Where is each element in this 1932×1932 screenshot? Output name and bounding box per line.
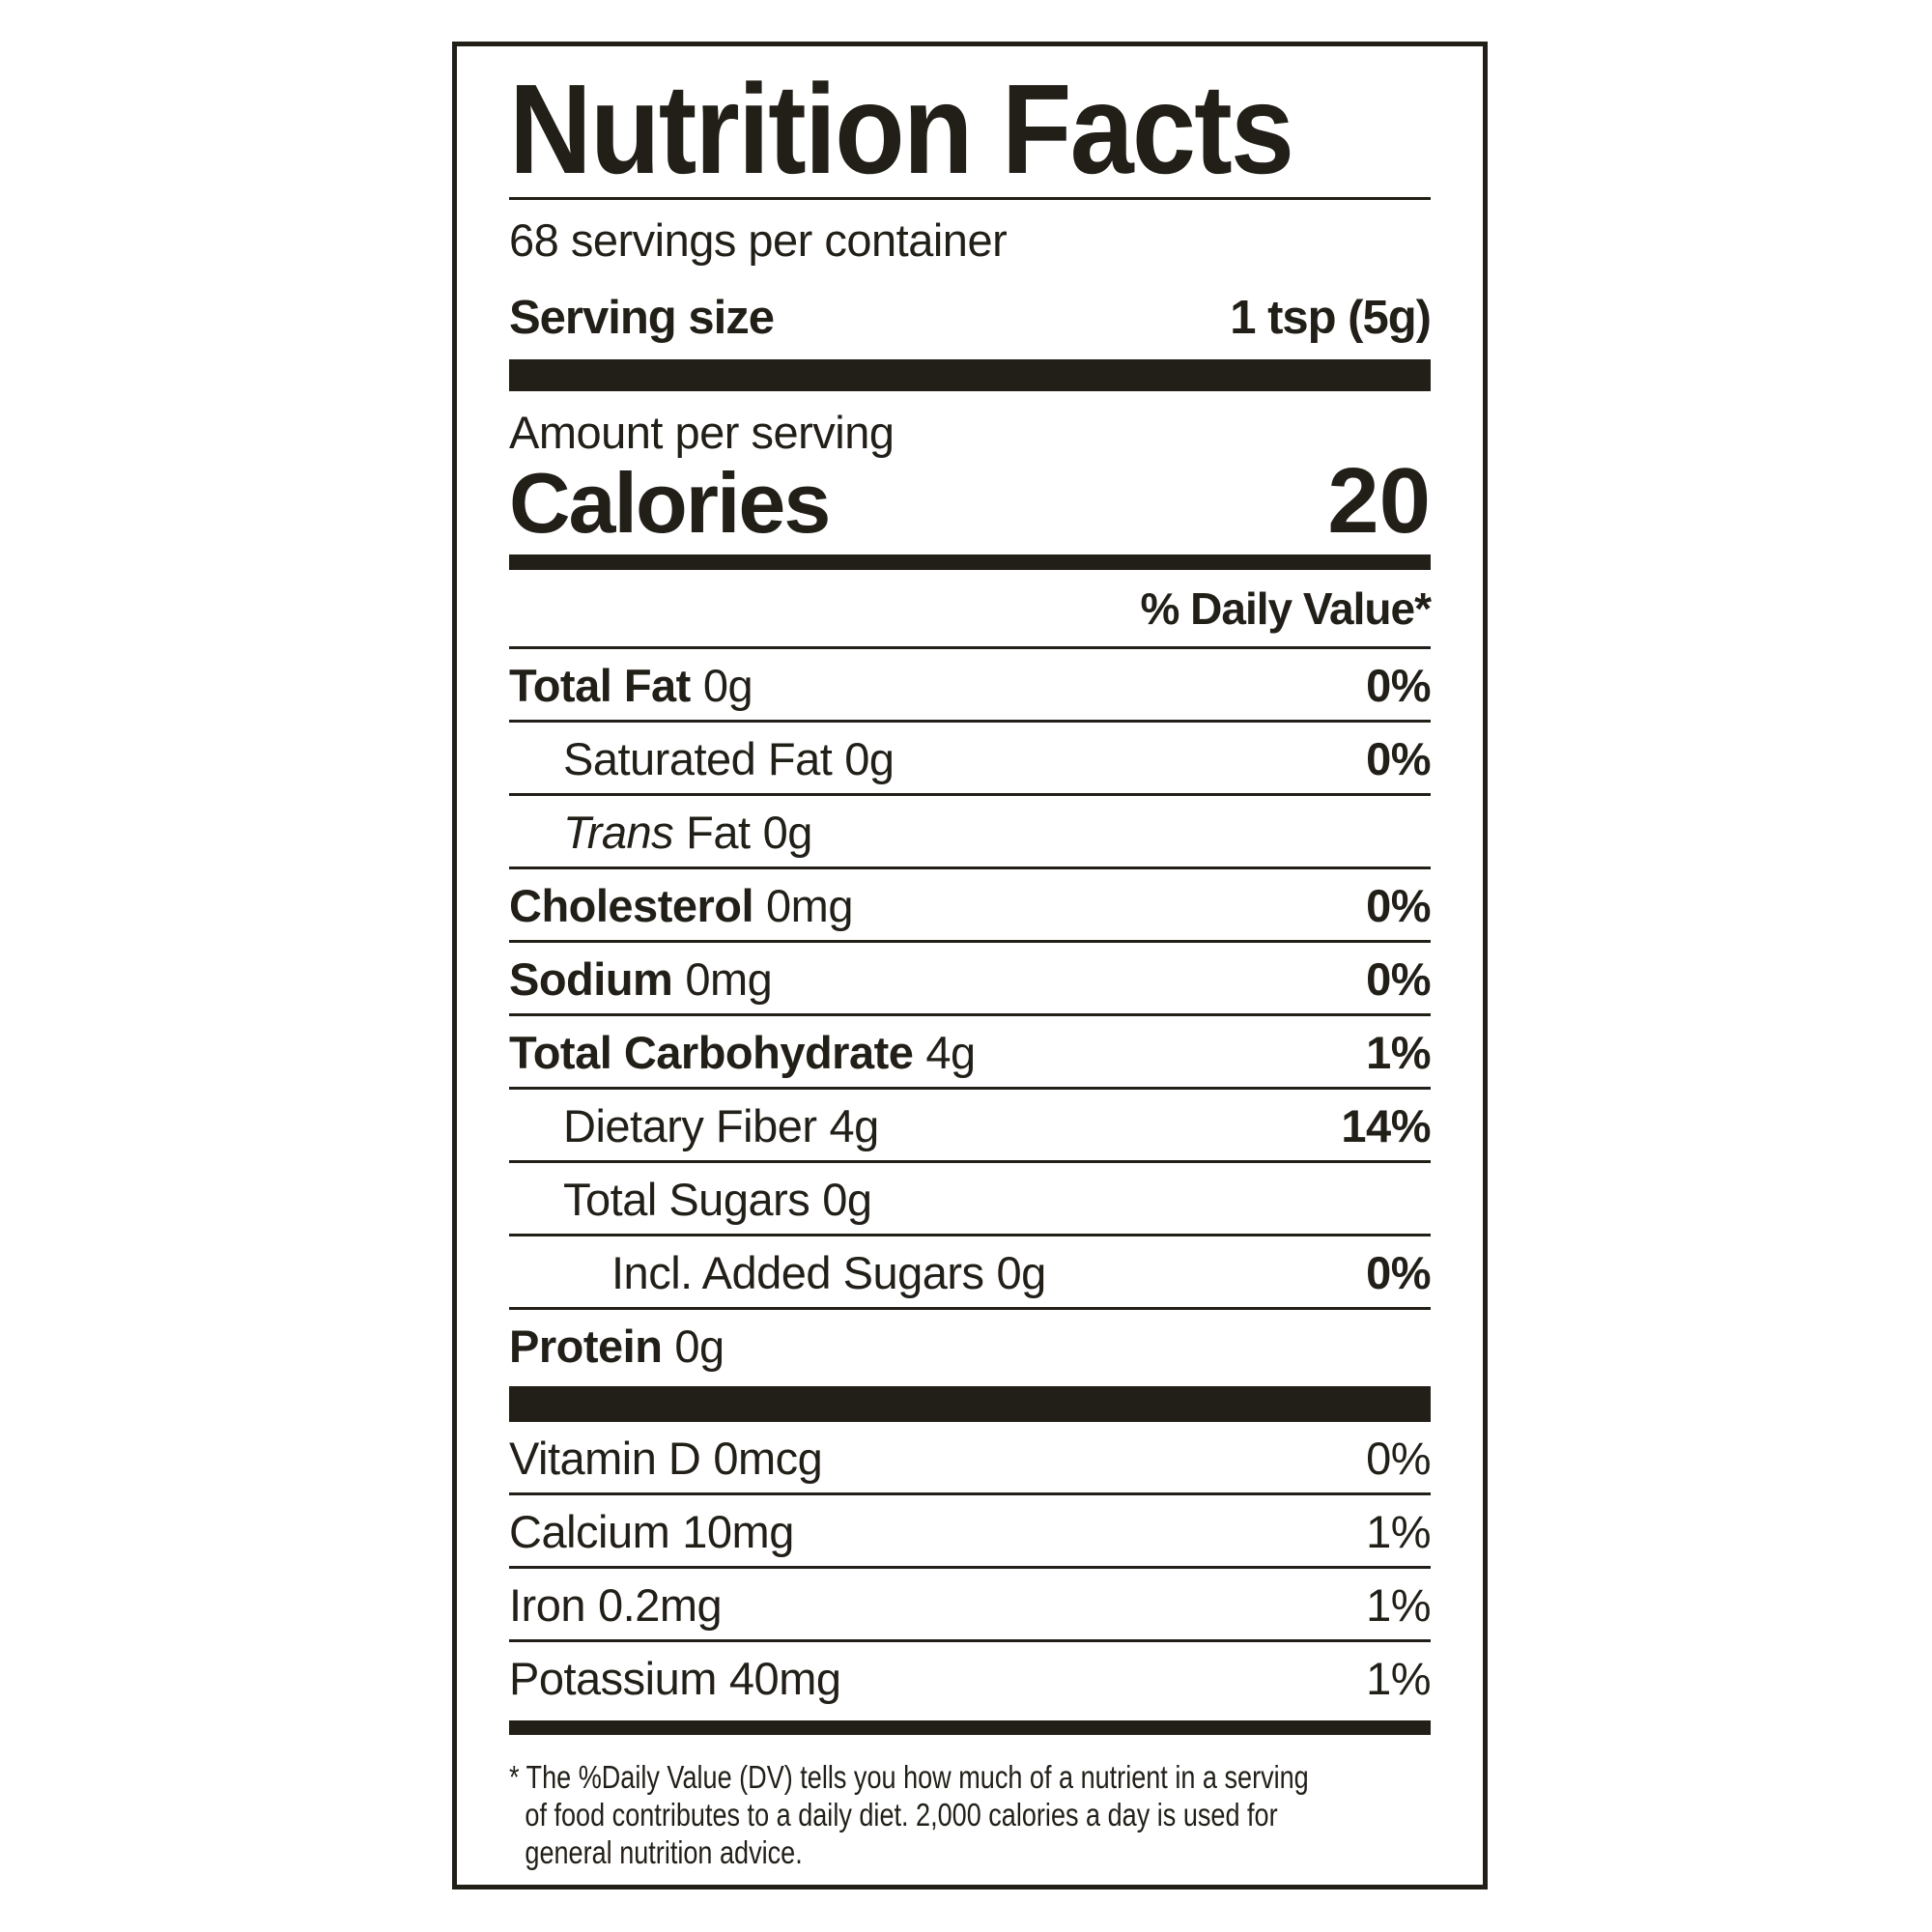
- calories-row: Calories 20: [509, 449, 1431, 553]
- nutrient-row-total-carbohydrate: Total Carbohydrate 4g 1%: [509, 1013, 1431, 1087]
- nutrient-name: Cholesterol: [509, 880, 754, 931]
- nutrient-rows: Total Fat 0g 0% Saturated Fat 0g 0% Trans F…: [509, 646, 1431, 1380]
- serving-size-value: 1 tsp (5g): [1230, 292, 1432, 344]
- nutrition-facts-label: Nutrition Facts 68 servings per containe…: [452, 42, 1488, 1889]
- nutrient-amount: 0g: [762, 807, 813, 858]
- micronutrient-row-calcium: Calcium 10mg 1%: [509, 1492, 1431, 1566]
- nutrient-name: Protein: [509, 1321, 663, 1372]
- nutrient-name: Dietary Fiber: [563, 1100, 817, 1151]
- nutrient-dv: 0%: [1366, 953, 1431, 1005]
- section-bar-thick: [509, 359, 1431, 391]
- nutrient-amount: 0g: [674, 1321, 724, 1372]
- label-title: Nutrition Facts: [509, 58, 1294, 200]
- serving-size-row: Serving size 1 tsp (5g): [509, 291, 1432, 345]
- micronutrient-dv: 0%: [1366, 1433, 1431, 1484]
- nutrient-name: Total Carbohydrate: [509, 1027, 914, 1078]
- daily-value-header: % Daily Value*: [1140, 583, 1433, 634]
- section-bar-medium: [509, 554, 1431, 570]
- nutrient-amount: 0g: [996, 1247, 1047, 1298]
- nutrient-name-rest: Fat: [686, 807, 751, 858]
- nutrient-row-dietary-fiber: Dietary Fiber 4g 14%: [509, 1087, 1431, 1160]
- nutrient-row-total-sugars: Total Sugars 0g: [509, 1160, 1431, 1234]
- micronutrient-dv: 1%: [1366, 1506, 1431, 1557]
- micronutrient-name: Calcium: [509, 1506, 670, 1557]
- nutrient-name: Sodium: [509, 953, 673, 1005]
- footnote-line: * The %Daily Value (DV) tells you how mu…: [509, 1759, 1309, 1795]
- micronutrient-name: Potassium: [509, 1653, 717, 1704]
- nutrient-dv: 1%: [1366, 1027, 1431, 1078]
- nutrient-name: Total Sugars: [563, 1174, 810, 1225]
- nutrient-amount: 0g: [822, 1174, 872, 1225]
- nutrient-amount: 0g: [844, 733, 895, 784]
- micronutrient-row-vitamin-d: Vitamin D 0mcg 0%: [509, 1422, 1431, 1492]
- servings-per-container: 68 servings per container: [509, 214, 1008, 266]
- nutrient-row-added-sugars: Incl. Added Sugars 0g 0%: [509, 1234, 1431, 1307]
- nutrient-dv: 14%: [1341, 1100, 1431, 1151]
- nutrient-dv: 0%: [1366, 1247, 1431, 1298]
- micronutrient-name: Iron: [509, 1579, 586, 1631]
- calories-value: 20: [1327, 449, 1431, 553]
- nutrient-amount: 4g: [829, 1100, 880, 1151]
- micronutrient-row-iron: Iron 0.2mg 1%: [509, 1566, 1431, 1639]
- footnote: * The %Daily Value (DV) tells you how mu…: [509, 1758, 1460, 1871]
- nutrient-row-sodium: Sodium 0mg 0%: [509, 940, 1431, 1013]
- calories-label: Calories: [509, 455, 831, 551]
- footnote-line: general nutrition advice.: [525, 1834, 803, 1870]
- micronutrient-rows: Vitamin D 0mcg 0% Calcium 10mg 1% Iron 0.2m…: [509, 1422, 1431, 1713]
- nutrient-amount: 4g: [925, 1027, 976, 1078]
- nutrient-dv: 0%: [1366, 733, 1431, 784]
- section-bar-thick: [509, 1386, 1431, 1422]
- nutrient-row-cholesterol: Cholesterol 0mg 0%: [509, 867, 1431, 940]
- nutrient-dv: 0%: [1366, 880, 1431, 931]
- nutrient-row-total-fat: Total Fat 0g 0%: [509, 646, 1431, 720]
- title-separator-line: [509, 197, 1431, 200]
- micronutrient-amount: 40mg: [728, 1653, 841, 1704]
- nutrient-row-trans-fat: Trans Fat 0g: [509, 793, 1431, 867]
- nutrient-row-saturated-fat: Saturated Fat 0g 0%: [509, 720, 1431, 793]
- micronutrient-amount: 10mg: [682, 1506, 794, 1557]
- nutrient-amount: 0mg: [766, 880, 853, 931]
- micronutrient-row-potassium: Potassium 40mg 1%: [509, 1639, 1431, 1713]
- nutrient-name: Trans: [563, 807, 674, 858]
- serving-size-label: Serving size: [509, 292, 775, 344]
- nutrient-dv: 0%: [1366, 660, 1431, 711]
- nutrient-name: Total Fat: [509, 660, 691, 711]
- micronutrient-amount: 0mcg: [713, 1433, 823, 1484]
- nutrient-name: Saturated Fat: [563, 733, 833, 784]
- micronutrient-amount: 0.2mg: [598, 1579, 723, 1631]
- nutrient-name: Incl. Added Sugars: [611, 1247, 984, 1298]
- section-bar-medium: [509, 1720, 1431, 1735]
- footnote-line: of food contributes to a daily diet. 2,0…: [525, 1797, 1278, 1833]
- micronutrient-dv: 1%: [1366, 1579, 1431, 1631]
- micronutrient-name: Vitamin D: [509, 1433, 701, 1484]
- nutrient-row-protein: Protein 0g: [509, 1307, 1431, 1380]
- nutrient-amount: 0mg: [685, 953, 773, 1005]
- micronutrient-dv: 1%: [1366, 1653, 1431, 1704]
- nutrient-amount: 0g: [702, 660, 753, 711]
- amount-per-serving-label: Amount per serving: [509, 407, 895, 458]
